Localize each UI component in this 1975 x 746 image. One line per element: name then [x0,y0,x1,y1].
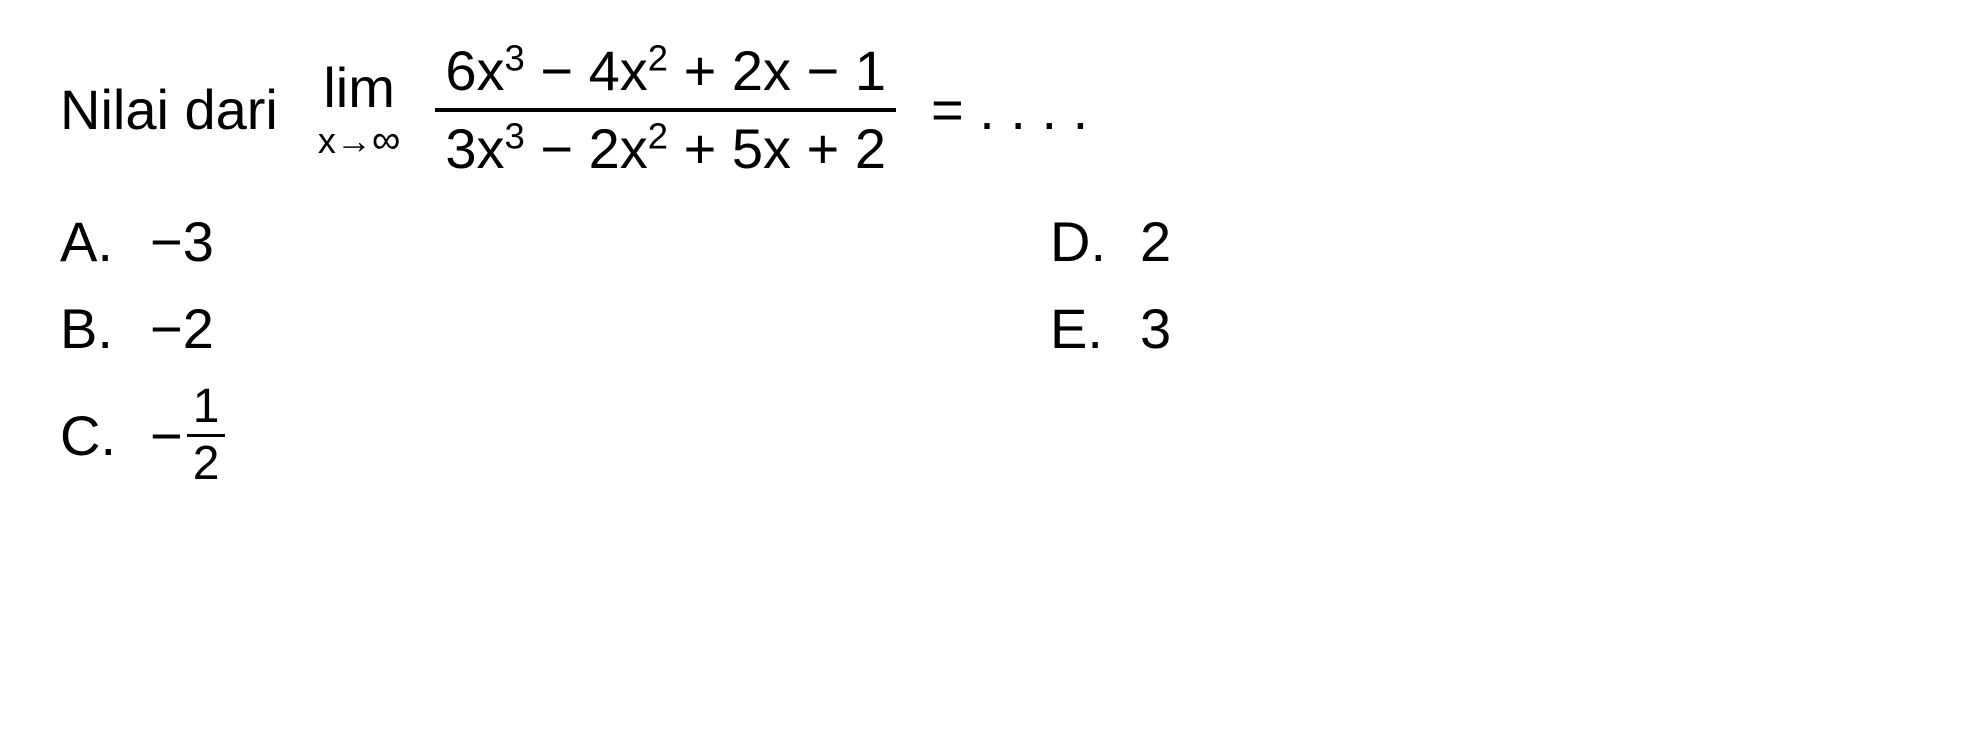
answer-c-value: − 1 2 [150,383,225,488]
answers-col-left: A. −3 B. −2 C. − 1 2 [60,209,1050,488]
answer-e-letter: E. [1050,296,1140,361]
limit-arrow: → [336,120,372,161]
equals: = [931,78,964,141]
num-t4-coef: 1 [855,39,886,102]
num-t3-op: + [668,39,732,102]
dots: . . . . [964,78,1088,141]
den-t4-coef: 2 [855,117,886,180]
answer-a-value: −3 [150,209,214,274]
answer-c-letter: C. [60,403,150,468]
answer-d-letter: D. [1050,209,1140,274]
prompt-text: Nilai dari [60,77,278,142]
answer-e-value: 3 [1140,296,1171,361]
denominator: 3x3 − 2x2 + 5x + 2 [435,118,896,180]
num-t3-coef: 2x [732,39,791,102]
answer-c-den: 2 [187,440,226,488]
answers-block: A. −3 B. −2 C. − 1 2 D. 2 E. 3 [60,209,1915,488]
question-line: Nilai dari lim x→∞ 6x3 − 4x2 + 2x − 1 3x… [60,40,1915,179]
answer-c-neg: − [150,403,183,468]
answer-a: A. −3 [60,209,1050,274]
limit-expression: lim x→∞ [318,60,401,160]
den-t3-coef: 5x [732,117,791,180]
answer-d-value: 2 [1140,209,1171,274]
den-t4-op: + [791,117,855,180]
answers-col-right: D. 2 E. 3 [1050,209,1171,488]
num-t2-exp: 2 [648,37,668,78]
den-t1-coef: 3x [445,117,504,180]
den-t2-op: − [525,117,589,180]
fraction: 6x3 − 4x2 + 2x − 1 3x3 − 2x2 + 5x + 2 [435,40,896,179]
limit-label: lim [323,60,395,116]
fraction-line [435,108,896,112]
num-t1-exp: 3 [505,37,525,78]
numerator: 6x3 − 4x2 + 2x − 1 [435,40,896,102]
limit-var: x [318,120,336,161]
answer-a-letter: A. [60,209,150,274]
answer-b-value: −2 [150,296,214,361]
den-t2-exp: 2 [648,115,668,156]
num-t2-coef: 4x [589,39,648,102]
answer-d: D. 2 [1050,209,1171,274]
answer-c: C. − 1 2 [60,383,1050,488]
answer-b: B. −2 [60,296,1050,361]
den-t2-coef: 2x [589,117,648,180]
den-t1-exp: 3 [505,115,525,156]
den-t3-op: + [668,117,732,180]
answer-b-letter: B. [60,296,150,361]
answer-c-num: 1 [187,383,226,431]
num-t2-op: − [525,39,589,102]
num-t1-coef: 6x [445,39,504,102]
answer-c-fraction: 1 2 [187,383,226,488]
answer-e: E. 3 [1050,296,1171,361]
num-t4-op: − [791,39,855,102]
limit-subscript: x→∞ [318,120,401,160]
limit-target: ∞ [372,118,401,162]
equals-dots: = . . . . [931,77,1088,142]
